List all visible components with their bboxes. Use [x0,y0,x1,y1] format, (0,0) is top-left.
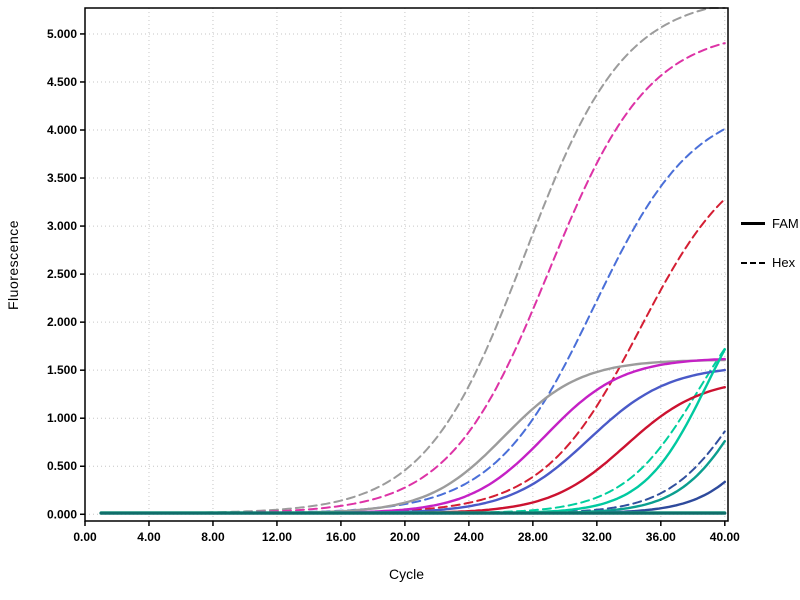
legend-item-hex: Hex [741,255,799,270]
svg-text:36.00: 36.00 [646,530,676,544]
legend-item-fam: FAM [741,216,799,231]
svg-text:32.00: 32.00 [582,530,612,544]
svg-text:3.000: 3.000 [47,219,77,233]
fam-solid-line-icon [741,222,765,225]
svg-text:0.500: 0.500 [47,459,77,473]
svg-text:4.500: 4.500 [47,75,77,89]
svg-text:16.00: 16.00 [326,530,356,544]
legend: FAM Hex [741,216,799,270]
svg-text:4.00: 4.00 [137,530,161,544]
svg-text:3.500: 3.500 [47,171,77,185]
svg-text:20.00: 20.00 [390,530,420,544]
svg-text:8.00: 8.00 [201,530,225,544]
svg-text:12.00: 12.00 [262,530,292,544]
hex-dashed-line-icon [741,261,765,264]
svg-text:1.500: 1.500 [47,363,77,377]
svg-text:4.000: 4.000 [47,123,77,137]
svg-text:28.00: 28.00 [518,530,548,544]
svg-text:24.00: 24.00 [454,530,484,544]
svg-text:1.000: 1.000 [47,411,77,425]
svg-text:5.000: 5.000 [47,27,77,41]
legend-label-hex: Hex [772,255,796,270]
svg-text:0.00: 0.00 [73,530,97,544]
legend-label-fam: FAM [772,216,799,231]
svg-text:40.00: 40.00 [710,530,740,544]
svg-text:0.000: 0.000 [47,507,77,521]
svg-text:2.500: 2.500 [47,267,77,281]
y-axis-label: Fluorescence [5,219,21,311]
x-axis-label: Cycle [388,566,424,582]
svg-text:2.000: 2.000 [47,315,77,329]
